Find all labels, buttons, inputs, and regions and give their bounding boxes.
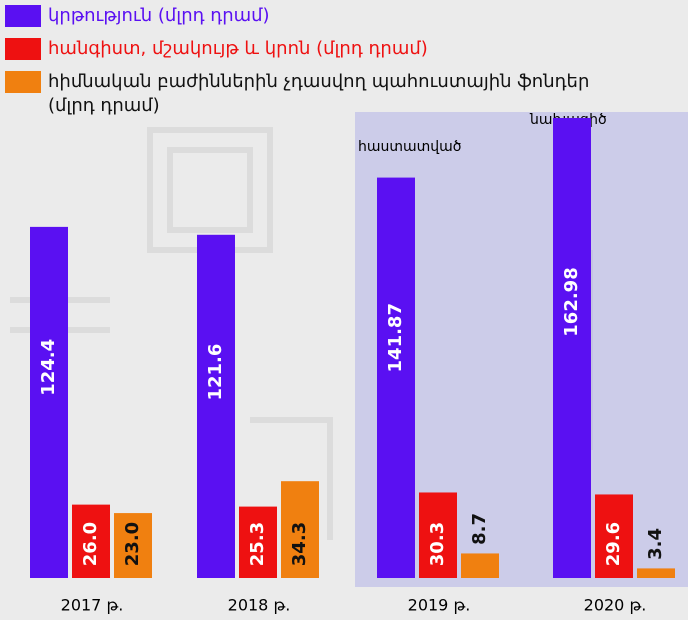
legend-label: հանգիստ, մշակույթ և կրոն (մլրդ դրամ) xyxy=(48,38,428,59)
data-label: 121.6 xyxy=(205,344,226,401)
bar xyxy=(114,513,152,578)
bar xyxy=(595,494,633,578)
bar xyxy=(72,504,110,578)
legend-swatch xyxy=(5,71,41,93)
bar xyxy=(419,492,457,578)
bar xyxy=(553,118,591,578)
legend-swatch xyxy=(5,5,41,27)
data-label: 124.4 xyxy=(38,339,59,396)
bar xyxy=(239,506,277,578)
data-label: 26.0 xyxy=(80,522,101,566)
bar xyxy=(637,568,675,578)
legend-swatch xyxy=(5,38,41,60)
data-label: 162.98 xyxy=(561,267,582,336)
x-tick-label: 2020 թ. xyxy=(584,596,647,615)
bar xyxy=(30,226,68,578)
bar xyxy=(461,553,499,578)
legend-label: կրթություն (մլրդ դրամ) xyxy=(48,5,270,26)
x-tick-label: 2018 թ. xyxy=(228,596,291,615)
data-label: 30.3 xyxy=(427,522,448,566)
data-label: 29.6 xyxy=(603,522,624,566)
bar xyxy=(377,177,415,578)
data-label: 141.87 xyxy=(385,303,406,372)
bar xyxy=(281,481,319,578)
data-label: 3.4 xyxy=(645,528,666,560)
annotation: հաստատված xyxy=(358,139,462,155)
data-label: 25.3 xyxy=(247,522,268,566)
x-tick-label: 2017 թ. xyxy=(61,596,124,615)
legend-label: հիմնական բաժիններին չդասվող պահուստային … xyxy=(48,71,589,116)
data-label: 23.0 xyxy=(122,522,143,566)
data-label: 34.3 xyxy=(289,522,310,566)
data-label: 8.7 xyxy=(469,513,490,545)
x-tick-label: 2019 թ. xyxy=(408,596,471,615)
bar xyxy=(197,234,235,579)
